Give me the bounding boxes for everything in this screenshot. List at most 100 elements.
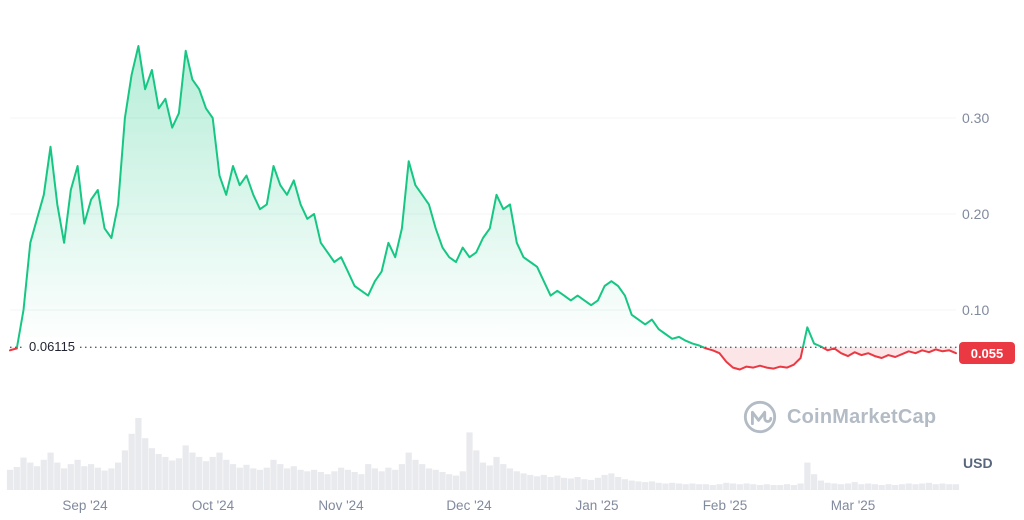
x-axis-tick: Mar '25 — [830, 498, 876, 513]
coinmarketcap-watermark: CoinMarketCap — [742, 398, 942, 436]
volume-bar — [547, 477, 554, 490]
volume-bar — [675, 483, 683, 490]
volume-bar — [358, 474, 365, 490]
volume-bar — [398, 464, 405, 490]
volume-bar — [439, 472, 446, 490]
volume-bar — [142, 438, 149, 490]
volume-bar — [723, 482, 730, 490]
volume-bar — [13, 467, 20, 490]
y-axis-tick: 0.20 — [962, 206, 990, 222]
volume-bar — [669, 482, 676, 490]
volume-bar — [81, 466, 88, 490]
volume-bar — [473, 450, 480, 490]
volume-bar — [365, 464, 372, 490]
price-line-down — [9, 347, 957, 371]
volume-bar — [662, 483, 669, 490]
volume-bar — [202, 461, 210, 490]
baseline-price-label: 0.06115 — [24, 337, 81, 357]
volume-bar — [331, 471, 338, 490]
volume-bar — [743, 483, 750, 490]
volume-bar — [209, 456, 216, 490]
volume-bar — [27, 462, 34, 490]
volume-bar — [885, 484, 892, 490]
volume-bar — [182, 445, 189, 490]
volume-bar — [6, 469, 14, 490]
volume-bar — [88, 464, 95, 490]
volume-bar — [946, 484, 953, 490]
volume-bar — [817, 480, 824, 490]
volume-bar — [115, 462, 122, 490]
volume-bar — [351, 472, 358, 490]
volume-bar — [804, 462, 811, 490]
volume-bar — [500, 464, 507, 490]
volume-bar — [284, 468, 291, 490]
volume-bar — [736, 484, 743, 490]
volume-bar — [33, 466, 41, 490]
volume-bar — [425, 468, 433, 490]
coinmarketcap-watermark-text: CoinMarketCap — [787, 405, 937, 428]
x-axis-tick: Nov '24 — [318, 498, 364, 513]
volume-bar — [790, 485, 797, 490]
volume-bar — [40, 459, 47, 490]
volume-bar — [912, 484, 919, 490]
y-axis-tick: 0.30 — [962, 110, 990, 126]
volume-bar — [446, 474, 453, 490]
volume-bar — [250, 468, 257, 490]
volume-bar — [223, 459, 230, 490]
volume-bar — [513, 471, 520, 490]
volume-bar — [648, 481, 656, 490]
volume-bar — [236, 467, 243, 490]
volume-bar — [925, 482, 933, 490]
volume-bar — [709, 485, 716, 490]
volume-bar — [655, 482, 662, 490]
volume-bar — [635, 481, 642, 490]
price-area-up — [16, 46, 823, 348]
volume-bar — [919, 483, 926, 490]
volume-bar — [757, 485, 764, 490]
volume-bar — [588, 479, 595, 490]
volume-bar — [540, 474, 547, 490]
volume-bar — [784, 484, 791, 490]
volume-bar — [162, 456, 169, 490]
volume-bar — [615, 477, 622, 490]
x-axis-tick: Feb '25 — [702, 498, 748, 513]
volume-bar — [689, 483, 696, 490]
volume-bar — [317, 472, 324, 490]
volume-bar — [385, 467, 392, 490]
volume-bar — [311, 469, 318, 490]
volume-bar — [892, 485, 899, 490]
volume-bar — [216, 452, 223, 490]
volume-bar — [838, 484, 845, 490]
volume-bar — [696, 484, 703, 490]
volume-bar — [419, 464, 426, 490]
volume-bar — [777, 485, 784, 490]
volume-bar — [642, 482, 649, 490]
volume-bar — [94, 467, 101, 490]
volume-bar — [493, 456, 500, 490]
volume-bar — [392, 469, 399, 490]
volume-bar — [952, 484, 960, 490]
x-axis-tick: Jan '25 — [575, 498, 619, 513]
volume-bar — [121, 450, 128, 490]
volume-bar — [763, 484, 770, 490]
volume-bar — [128, 433, 135, 490]
volume-bar — [831, 483, 838, 490]
volume-bar — [574, 477, 581, 490]
volume-bar — [277, 464, 284, 490]
volume-bar — [344, 469, 351, 490]
volume-bar — [290, 466, 297, 490]
volume-bar — [898, 484, 906, 490]
volume-bar — [47, 452, 54, 490]
volume-bar — [561, 477, 568, 490]
volume-bar — [824, 482, 831, 490]
volume-bar — [932, 484, 939, 490]
coinmarketcap-logo-icon — [743, 400, 777, 434]
volume-bar — [750, 484, 757, 490]
volume-bar — [601, 474, 608, 490]
volume-bar — [905, 483, 912, 490]
volume-bar — [256, 469, 264, 490]
y-axis-unit-label: USD — [963, 455, 993, 471]
volume-bar — [858, 484, 865, 490]
